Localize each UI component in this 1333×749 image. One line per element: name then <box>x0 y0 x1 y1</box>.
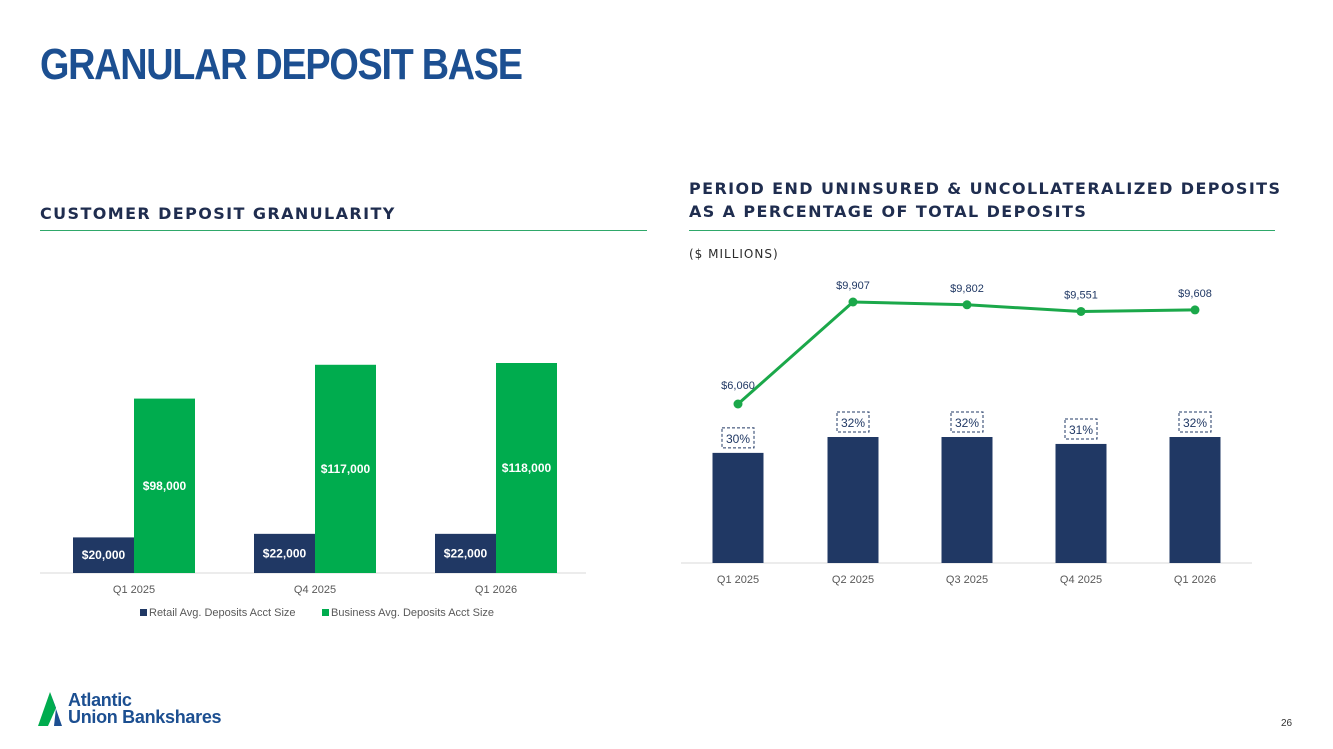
legend-swatch <box>322 609 329 616</box>
right-panel-title: PERIOD END UNINSURED & UNCOLLATERALIZED … <box>689 177 1281 223</box>
bar-data-label: $22,000 <box>263 546 307 560</box>
right-panel-title-line1: PERIOD END UNINSURED & UNCOLLATERALIZED … <box>689 179 1282 198</box>
bar-data-label: $118,000 <box>502 461 552 475</box>
bar-data-label: $22,000 <box>444 546 488 560</box>
left-panel-divider <box>40 230 647 231</box>
line-point <box>848 297 858 307</box>
units-label: ($ MILLIONS) <box>689 247 779 261</box>
right-panel-divider <box>689 230 1275 231</box>
bar-retail <box>73 537 134 573</box>
logo-line2: Union Bankshares <box>68 707 222 727</box>
line-data-label: $9,551 <box>1064 289 1098 301</box>
company-logo: Atlantic Union Bankshares <box>38 690 268 730</box>
page-number: 26 <box>1281 718 1293 729</box>
line-data-label: $9,907 <box>836 280 870 292</box>
legend-swatch <box>140 609 147 616</box>
x-tick-label: Q4 2025 <box>294 584 336 596</box>
pct-data-label: 30% <box>726 432 750 446</box>
x-tick-label: Q1 2025 <box>717 574 759 586</box>
pct-data-label: 32% <box>1183 416 1207 430</box>
pct-label-box <box>721 427 755 449</box>
left-panel-title-text: CUSTOMER DEPOSIT GRANULARITY <box>40 204 396 223</box>
bar-retail <box>254 533 315 573</box>
bar-uninsured-pct <box>1169 437 1221 563</box>
legend-label: Business Avg. Deposits Acct Size <box>331 607 494 619</box>
pct-label-box <box>1064 418 1098 440</box>
bar-data-label: $98,000 <box>143 479 187 493</box>
left-panel-title: CUSTOMER DEPOSIT GRANULARITY <box>40 202 396 225</box>
logo-mark-icon <box>38 692 62 726</box>
x-tick-label: Q1 2026 <box>1174 574 1216 586</box>
x-tick-label: Q1 2026 <box>475 584 517 596</box>
pct-data-label: 32% <box>955 416 979 430</box>
line-series-uninsured <box>737 300 1196 406</box>
bar-retail <box>435 533 496 573</box>
right-panel-title-line2: AS A PERCENTAGE OF TOTAL DEPOSITS <box>689 202 1088 221</box>
bar-data-label: $20,000 <box>82 548 126 562</box>
bar-business <box>315 364 376 573</box>
pct-label-box <box>836 411 870 433</box>
line-data-label: $6,060 <box>721 380 755 392</box>
pct-label-box <box>950 411 984 433</box>
logo-line1: Atlantic <box>68 690 132 710</box>
pct-data-label: 31% <box>1069 423 1093 437</box>
logo-text: Atlantic Union Bankshares <box>68 690 222 727</box>
line-point <box>1076 306 1086 316</box>
line-point <box>962 300 972 310</box>
page-title: GRANULAR DEPOSIT BASE <box>40 40 523 89</box>
line-data-label: $9,802 <box>950 283 984 295</box>
bar-business <box>496 363 557 573</box>
x-tick-label: Q3 2025 <box>946 574 988 586</box>
bar-data-label: $117,000 <box>321 462 371 476</box>
line-point <box>1190 305 1200 315</box>
x-tick-label: Q2 2025 <box>832 574 874 586</box>
bar-business <box>134 398 195 573</box>
bar-uninsured-pct <box>827 437 879 563</box>
x-tick-label: Q4 2025 <box>1060 574 1102 586</box>
bar-uninsured-pct <box>941 437 993 563</box>
x-tick-label: Q1 2025 <box>113 584 155 596</box>
pct-data-label: 32% <box>841 416 865 430</box>
bar-uninsured-pct <box>712 452 764 563</box>
legend-label: Retail Avg. Deposits Acct Size <box>149 607 296 619</box>
pct-label-box <box>1178 411 1212 433</box>
bar-uninsured-pct <box>1055 443 1107 563</box>
line-data-label: $9,608 <box>1178 288 1212 300</box>
line-point <box>733 399 743 409</box>
